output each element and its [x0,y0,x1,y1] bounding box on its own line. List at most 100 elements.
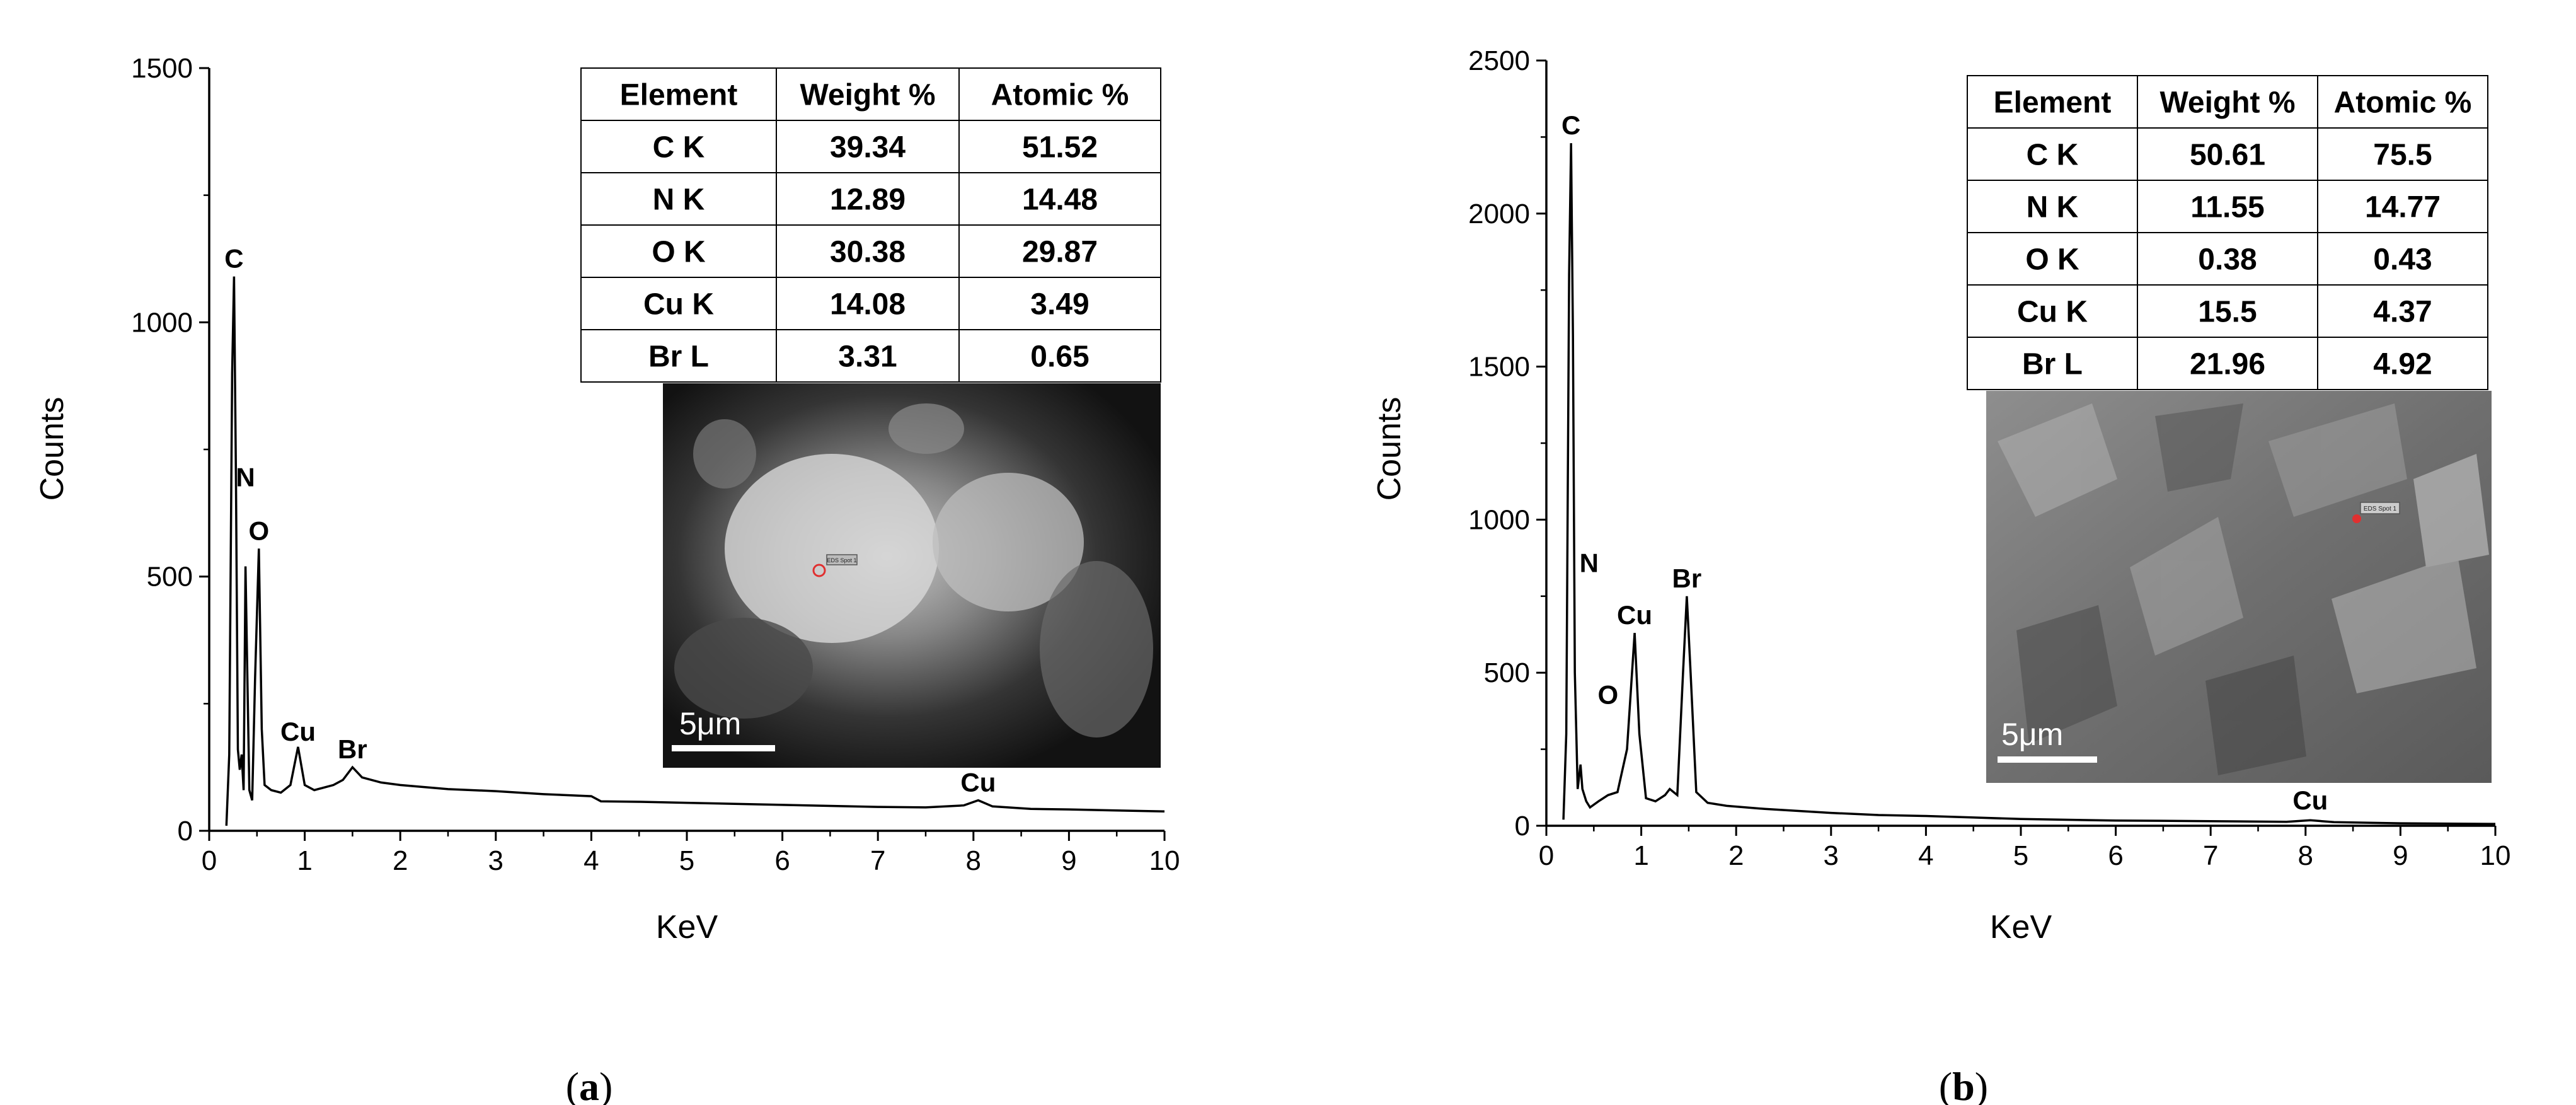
peak-label: C [1561,110,1580,140]
table-cell: 3.49 [1030,288,1089,321]
table-cell: 4.37 [2373,296,2432,329]
x-tick-label: 8 [966,845,981,876]
x-tick-label: 5 [2013,840,2028,871]
table-cell: 14.48 [1022,183,1098,217]
y-tick-label: 1000 [131,307,193,338]
table-header-cell: Weight % [2159,86,2295,120]
table-cell: O K [652,236,706,269]
peak-label: Cu [1617,600,1652,630]
table-header-cell: Element [620,79,738,112]
table-cell: Br L [2022,348,2083,381]
table-cell: 11.55 [2190,191,2264,224]
sem-micrograph-b: EDS Spot 1 5μm [1986,391,2492,783]
table-cell: 0.65 [1030,340,1089,374]
micrograph-marker-label-b: EDS Spot 1 [2364,506,2397,512]
table-cell: Cu K [2017,296,2088,329]
y-tick-label: 1500 [1468,352,1530,383]
table-cell: 14.77 [2365,191,2441,224]
table-cell: 3.31 [838,340,897,374]
x-tick-label: 10 [2480,840,2511,871]
table-header-cell: Atomic % [991,79,1129,112]
peak-label: Br [1672,564,1702,593]
panel-caption-letter-a: a [579,1064,599,1105]
x-tick-label: 0 [1539,840,1554,871]
x-tick-label: 2 [1728,840,1744,871]
table-cell: 39.34 [830,131,906,165]
table-header-cell: Weight % [800,79,935,112]
micrograph-marker-label-a: EDS Spot 1 [827,557,856,564]
x-tick-label: 5 [679,845,694,876]
spectrum-line-b [1562,143,2496,825]
sem-micrograph-a: EDS Spot 1 5μm [663,383,1161,768]
peak-label: Br [338,734,367,764]
x-tick-labels-b: 0 1 2 3 4 5 6 7 8 9 10 [1539,840,2511,871]
table-cell: 0.43 [2373,243,2432,277]
table-cell: 30.38 [830,236,906,269]
table-cell: Br L [648,340,709,374]
peak-label: O [248,516,269,545]
peak-label: Cu [960,768,996,797]
panel-caption-b: (b) [1939,1064,1988,1105]
table-cell: O K [2025,243,2079,277]
y-tick-label: 1500 [131,53,193,84]
y-axis-label-a: Counts [34,397,71,501]
peak-label: O [1598,680,1619,709]
table-cell: 50.61 [2190,139,2265,172]
composition-table-b: Element Weight % Atomic % C K 50.61 75.5 N K 11… [1967,75,2488,390]
table-cell: N K [2027,191,2079,224]
x-tick-label: 3 [488,845,503,876]
table-cell: 29.87 [1022,236,1098,269]
composition-table-a: Element Weight % Atomic % C K 39.34 51.52 N K 1… [580,67,1161,383]
table-cell: 75.5 [2373,139,2432,172]
y-tick-label: 500 [1484,657,1530,688]
x-tick-label: 0 [202,845,217,876]
table-cell: N K [653,183,705,217]
x-tick-labels-a: 0 1 2 3 4 5 6 7 8 9 10 [202,845,1180,876]
x-tick-label: 8 [2298,840,2313,871]
axes-a [199,67,1166,841]
peak-label: N [1580,548,1599,578]
x-tick-label: 7 [2203,840,2218,871]
peak-label: N [236,463,255,492]
table-cell: 12.89 [830,183,906,217]
peak-labels-a: C NO Cu Br Cu [224,244,996,797]
table-header-cell: Element [1994,86,2112,120]
x-tick-label: 9 [1061,845,1076,876]
table-cell: 0.38 [2198,243,2257,277]
x-tick-label: 1 [297,845,312,876]
y-tick-label: 0 [178,816,193,847]
y-tick-labels-a: 0 500 1000 1500 [131,53,193,847]
axes-b [1536,59,2497,836]
table-cell: 14.08 [830,288,906,321]
table-cell: 51.52 [1022,131,1098,165]
y-tick-label: 500 [147,562,193,593]
scale-bar-label-b: 5μm [2001,717,2063,752]
x-tick-label: 10 [1149,845,1180,876]
peak-label: C [224,244,243,274]
table-header-cell: Atomic % [2334,86,2472,120]
table-cell: 15.5 [2198,296,2257,329]
x-tick-label: 2 [393,845,408,876]
x-tick-label: 6 [2108,840,2123,871]
peak-label: Cu [2292,785,2328,815]
y-tick-label: 1000 [1468,504,1530,535]
x-tick-label: 7 [870,845,885,876]
y-tick-labels-b: 0 500 1000 1500 2000 2500 [1468,45,1530,842]
x-tick-label: 6 [774,845,790,876]
spectrum-line-a [225,276,1165,826]
scale-bar-label-a: 5μm [679,706,741,741]
panel-b: 0 1 2 3 4 5 6 7 8 9 10 0 500 1000 1500 2000 2500 C N O Cu B… [1371,45,2510,946]
table-cell: 4.92 [2373,348,2432,381]
panel-caption-a: (a) [566,1064,613,1105]
panel-caption-letter-b: b [1952,1064,1975,1105]
table-cell: C K [653,131,705,165]
y-tick-label: 2500 [1468,45,1530,76]
peak-labels-b: C N O Cu Br Cu [1561,110,2328,815]
x-tick-label: 1 [1633,840,1648,871]
table-cell: 21.96 [2190,348,2265,381]
x-axis-label-b: KeV [1990,909,2052,946]
peak-label: Cu [280,717,316,746]
x-axis-label-a: KeV [656,909,718,946]
y-tick-label: 2000 [1468,199,1530,229]
